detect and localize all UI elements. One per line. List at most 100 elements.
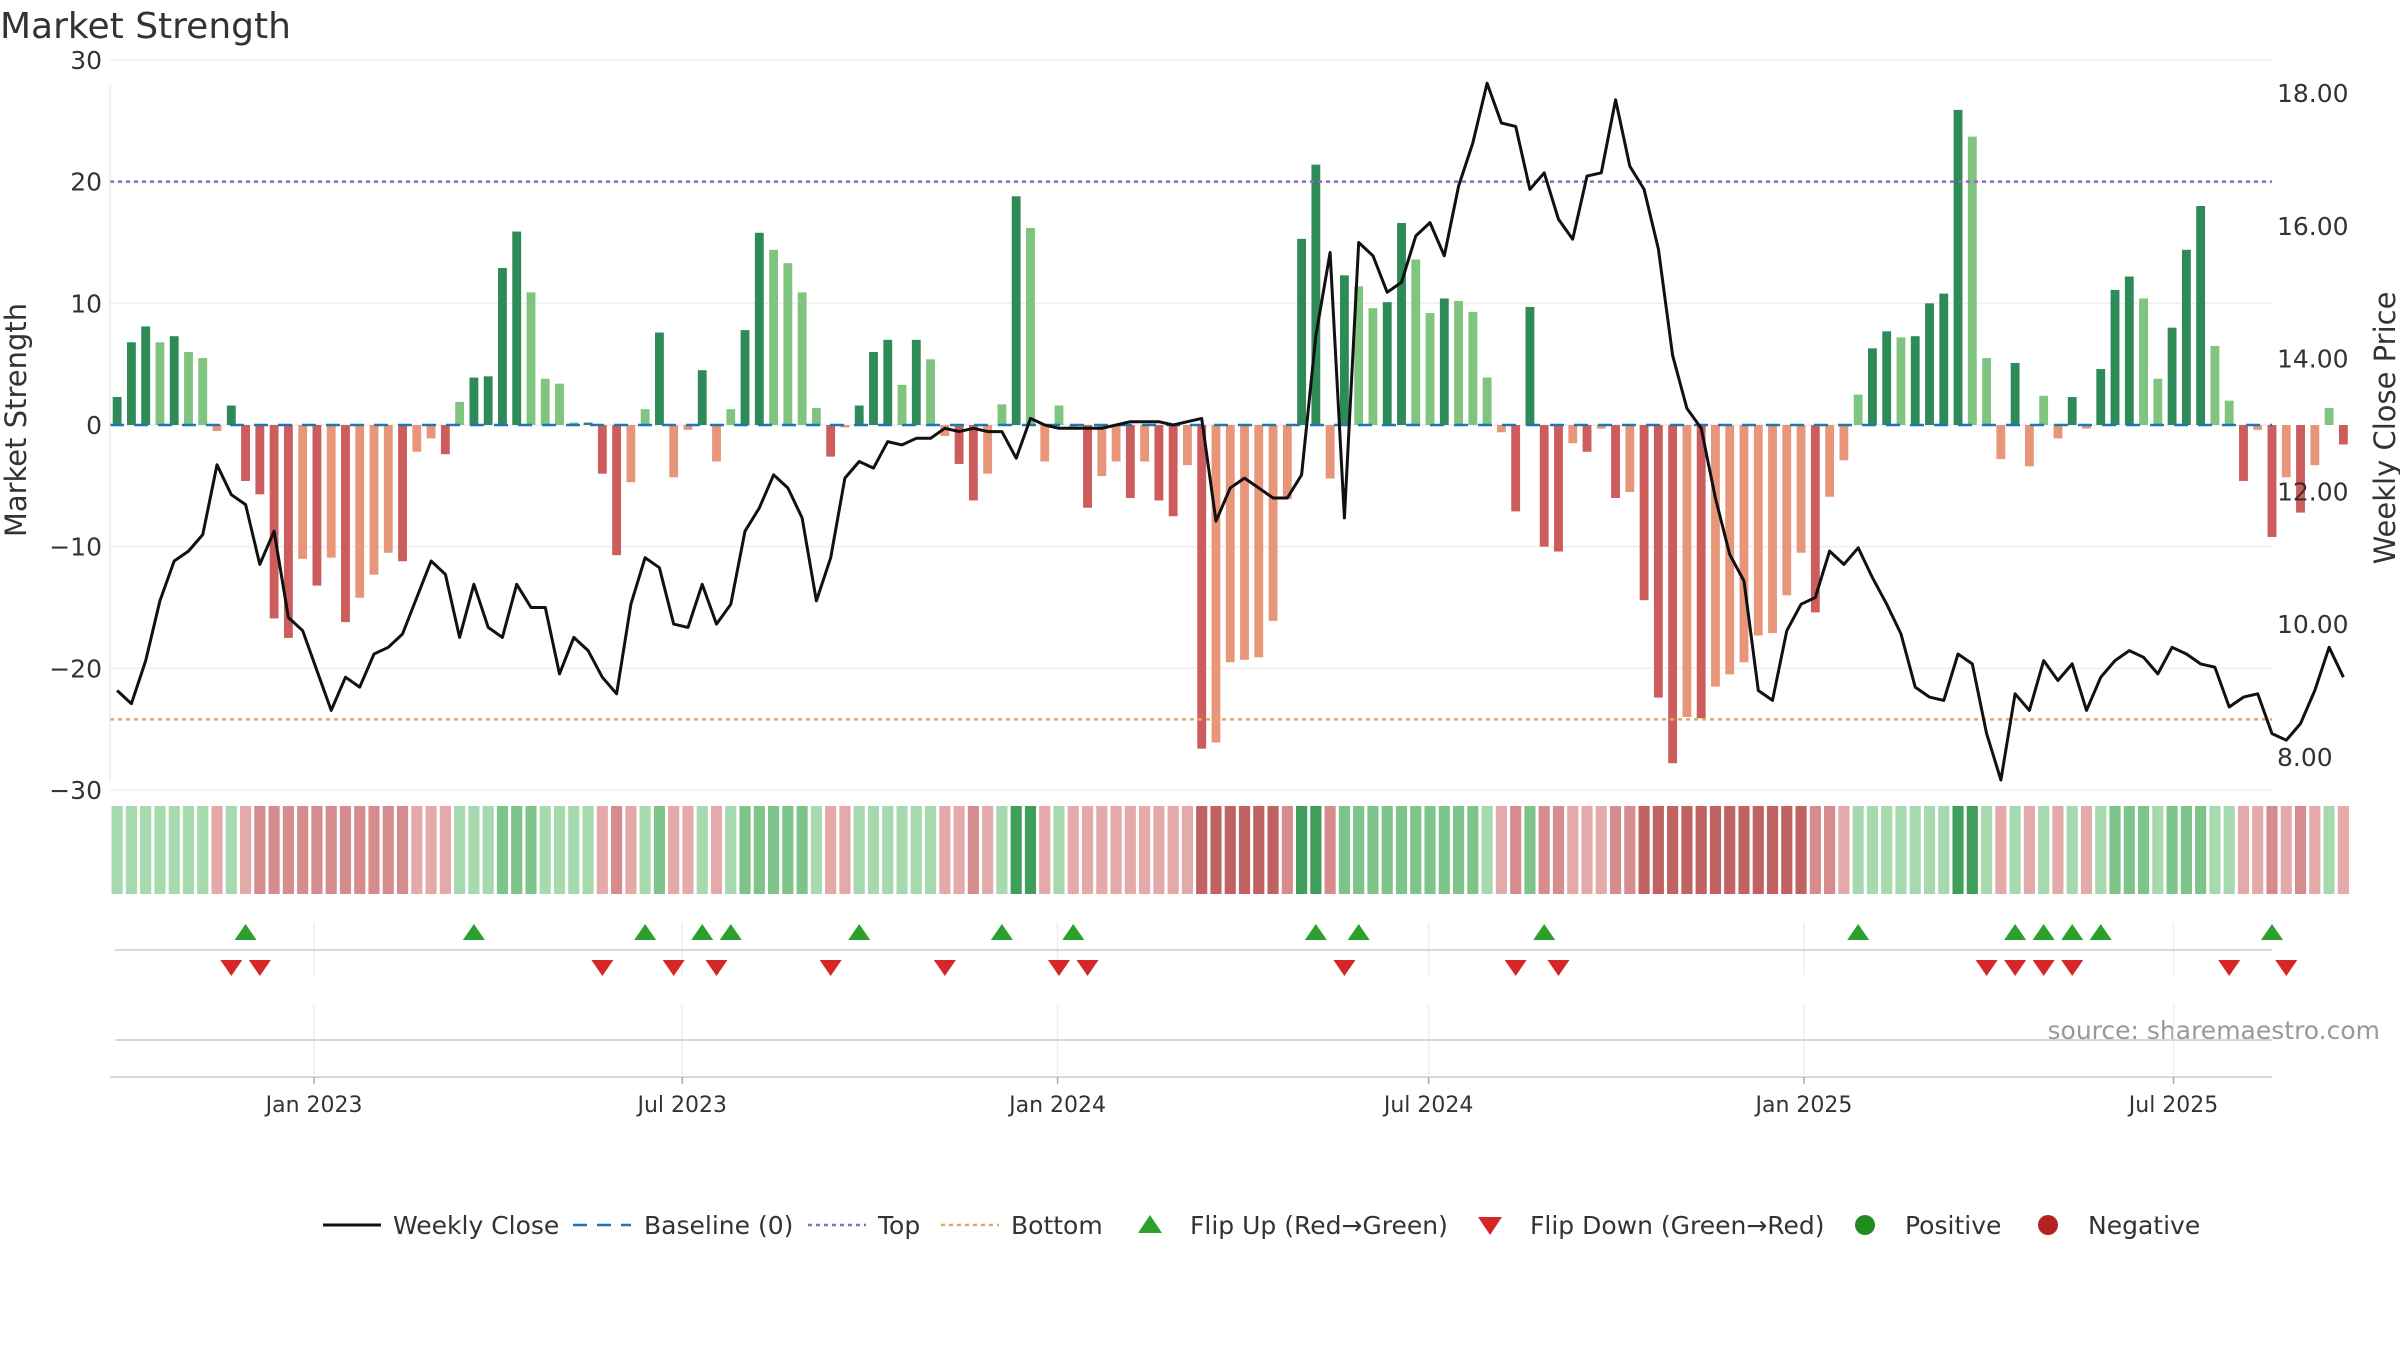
- regime-cell: [1923, 806, 1936, 894]
- regime-cell: [1966, 806, 1978, 894]
- regime-cell: [140, 806, 152, 894]
- strength-bar: [1311, 164, 1321, 425]
- regime-cell: [1024, 806, 1037, 894]
- regime-cell: [853, 806, 865, 894]
- regime-cell: [1709, 806, 1722, 894]
- strength-bar: [697, 370, 707, 425]
- strength-bar: [283, 425, 293, 638]
- y-tick-label-right: 14.00: [2277, 345, 2349, 374]
- regime-cell: [582, 806, 594, 894]
- strength-bar: [184, 352, 193, 425]
- regime-cell: [1438, 806, 1450, 894]
- strength-bar: [1839, 425, 1849, 461]
- regime-cell: [1481, 806, 1493, 894]
- strength-bar: [1225, 425, 1235, 663]
- strength-bar: [1554, 425, 1563, 552]
- legend-label: Baseline (0): [644, 1211, 793, 1240]
- strength-bar: [2281, 425, 2291, 478]
- strength-bar: [440, 425, 450, 455]
- strength-bar: [712, 425, 721, 462]
- strength-bar: [2110, 289, 2120, 425]
- strength-bar: [1882, 331, 1892, 425]
- regime-cell: [710, 806, 723, 894]
- regime-cell: [1353, 806, 1365, 894]
- y-tick-label-left: 20: [70, 168, 102, 197]
- strength-bar: [2324, 407, 2334, 425]
- strength-bar: [983, 425, 993, 474]
- strength-bar: [654, 332, 664, 425]
- strength-bar: [126, 342, 136, 425]
- strength-bar: [2096, 369, 2106, 425]
- strength-bar: [612, 425, 622, 556]
- strength-bar: [1439, 298, 1449, 425]
- flip-down-marker: [1047, 960, 1070, 976]
- strength-bar: [1682, 425, 1692, 717]
- flip-up-marker: [1847, 924, 1870, 940]
- flip-up-marker: [848, 924, 871, 940]
- regime-cell: [753, 806, 765, 894]
- regime-cell: [1795, 806, 1807, 894]
- regime-cell: [125, 806, 137, 894]
- strength-bar: [940, 425, 950, 436]
- regime-cell: [1824, 806, 1836, 894]
- regime-cell: [796, 806, 808, 894]
- regime-cell: [611, 806, 623, 894]
- strength-bar: [1297, 238, 1307, 425]
- strength-bar: [2196, 206, 2206, 425]
- strength-bar: [1596, 425, 1606, 429]
- regime-cell: [396, 806, 409, 894]
- x-tick-label: Jan 2023: [264, 1093, 363, 1118]
- regime-cell: [1738, 806, 1750, 894]
- strength-bar: [997, 404, 1007, 425]
- regime-cell: [254, 806, 266, 894]
- regime-cell: [2095, 806, 2107, 894]
- y-tick-label-left: 10: [70, 289, 102, 318]
- regime-cell: [225, 806, 237, 894]
- regime-cell: [1410, 806, 1422, 894]
- regime-cell: [1895, 806, 1907, 894]
- regime-cell: [1381, 806, 1393, 894]
- strength-bar: [155, 342, 165, 425]
- regime-cell: [325, 806, 337, 894]
- regime-cell: [782, 806, 794, 894]
- legend-label: Weekly Close: [393, 1211, 559, 1240]
- regime-cell: [211, 806, 223, 894]
- regime-cell: [1296, 806, 1308, 894]
- regime-cell: [1766, 806, 1779, 894]
- strength-bar: [1825, 425, 1835, 497]
- regime-cell: [2294, 806, 2307, 894]
- strength-bar: [1496, 425, 1506, 433]
- x-tick-label: Jul 2023: [635, 1093, 727, 1118]
- y-tick-label-left: −30: [49, 776, 102, 805]
- regime-cell: [982, 806, 994, 894]
- y-axis-label-right: Weekly Close Price: [2368, 292, 2400, 565]
- y-tick-label-left: −10: [49, 533, 102, 562]
- strength-bar: [1925, 303, 1934, 425]
- regime-cell: [1624, 806, 1636, 894]
- regime-cell: [1852, 806, 1864, 894]
- flip-up-marker: [2061, 924, 2084, 940]
- regime-cell: [1781, 806, 1793, 894]
- regime-cell: [725, 806, 737, 894]
- weekly-close-line: [116, 81, 2345, 782]
- regime-cell: [2080, 806, 2093, 894]
- y-tick-label-right: 10.00: [2277, 610, 2349, 639]
- legend-swatch-flip-up: [1138, 1215, 1162, 1233]
- axis-layer: 30 20 10 0 −10 −20 −30 18.00 16.00 14.00 12.00 10.0…: [49, 46, 2348, 805]
- regime-cell: [1224, 806, 1236, 894]
- strength-bar: [1040, 425, 1050, 462]
- strength-bar: [1668, 425, 1678, 764]
- regime-cell: [1367, 806, 1379, 894]
- legend-label: Flip Down (Green→Red): [1530, 1211, 1825, 1240]
- strength-bar: [869, 352, 878, 425]
- strength-bar: [1011, 196, 1021, 425]
- strength-bar: [854, 405, 864, 425]
- regime-cell: [1139, 806, 1151, 894]
- strength-bar: [1539, 425, 1549, 547]
- strength-bar: [255, 425, 265, 495]
- strength-bar: [1026, 227, 1035, 425]
- strength-bar: [1753, 425, 1763, 636]
- y-tick-label-right: 16.00: [2277, 212, 2349, 241]
- regime-cell: [1938, 806, 1950, 894]
